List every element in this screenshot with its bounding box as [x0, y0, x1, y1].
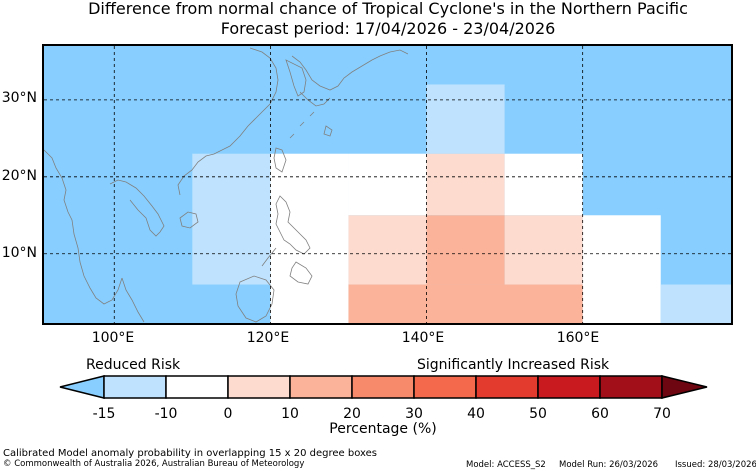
- colorbar-extend-high: [661, 375, 708, 399]
- borneo-coast: [235, 275, 275, 323]
- korea-coast: [285, 59, 307, 97]
- lat-label-10n: 10°N: [1, 245, 37, 261]
- colorbar-extend-low: [59, 375, 105, 399]
- lon-label-100e: 100°E: [91, 330, 135, 346]
- model-name: Model: ACCESS_S2: [466, 460, 546, 470]
- colorbar-title: Percentage (%): [329, 421, 437, 437]
- colorbar-segment: [103, 375, 167, 399]
- anomaly-cell: [348, 153, 427, 216]
- colorbar-segment: [537, 375, 601, 399]
- anomaly-cell: [426, 153, 505, 216]
- model-run-date: Model Run: 26/03/2026: [559, 460, 659, 470]
- copyright-note: © Commonwealth of Australia 2026, Austra…: [3, 459, 305, 469]
- colorbar-tick-label: 30: [405, 406, 423, 422]
- colorbar-segment: [413, 375, 477, 399]
- issued-date: Issued: 28/03/2026: [675, 460, 756, 470]
- reduced-risk-label: Reduced Risk: [86, 357, 181, 373]
- colorbar-tick-label: -15: [92, 406, 116, 422]
- colorbar-segment: [475, 375, 539, 399]
- coastline: [43, 47, 409, 323]
- hainan-coast: [179, 211, 199, 229]
- ryukyu-islands: [289, 111, 315, 139]
- anomaly-cell: [426, 84, 505, 154]
- lon-label-140e: 140°E: [401, 330, 445, 346]
- anomaly-cell: [504, 153, 583, 216]
- method-note: Calibrated Model anomaly probability in …: [3, 448, 378, 459]
- anomaly-cell: [582, 215, 661, 323]
- lat-label-20n: 20°N: [1, 168, 37, 184]
- colorbar-segment: [227, 375, 291, 399]
- china-coast: [43, 47, 279, 305]
- graticule: [44, 46, 731, 323]
- anomaly-cell: [348, 284, 583, 323]
- lon-label-120e: 120°E: [246, 330, 290, 346]
- lat-label-30n: 30°N: [1, 90, 37, 106]
- lon-label-160e: 160°E: [556, 330, 600, 346]
- malay-peninsula: [121, 277, 145, 323]
- map-title: Difference from normal chance of Tropica…: [88, 0, 688, 18]
- japan-coast: [291, 49, 409, 137]
- anomaly-cell: [192, 153, 271, 285]
- colorbar-tick-label: 0: [223, 406, 233, 422]
- colorbar-tick-label: 10: [281, 406, 299, 422]
- taiwan-coast: [273, 147, 287, 173]
- map-frame: [42, 44, 733, 325]
- colorbar-tick-label: 20: [343, 406, 361, 422]
- increased-risk-label: Significantly Increased Risk: [417, 357, 610, 373]
- anomaly-cell: [426, 215, 505, 285]
- colorbar-tick-label: 40: [467, 406, 485, 422]
- anomaly-cell: [348, 215, 427, 285]
- colorbar-segment: [289, 375, 353, 399]
- anomaly-cell: [504, 215, 583, 285]
- colorbar-tick-label: 50: [529, 406, 547, 422]
- colorbar-tick-label: 60: [591, 406, 609, 422]
- anomaly-cells: [192, 84, 731, 323]
- forecast-period: Forecast period: 17/04/2026 - 23/04/2026: [220, 19, 556, 38]
- anomaly-cell: [660, 284, 731, 323]
- colorbar-segment: [599, 375, 663, 399]
- colorbar-tick-label: -10: [154, 406, 178, 422]
- colorbar-segment: [165, 375, 229, 399]
- colorbar-tick-label: 70: [653, 406, 671, 422]
- colorbar-segment: [351, 375, 415, 399]
